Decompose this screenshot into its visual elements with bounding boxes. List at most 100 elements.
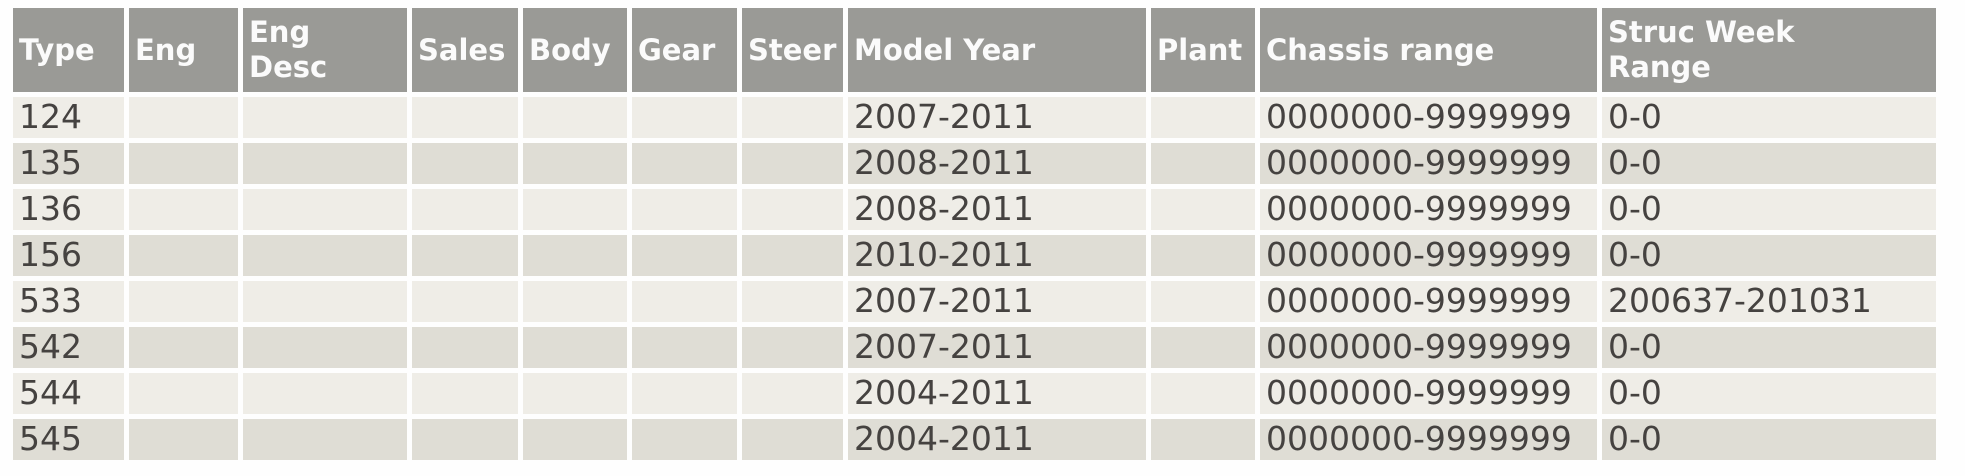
- cell-eng-desc: [243, 189, 407, 230]
- cell-type: 544: [13, 373, 124, 414]
- cell-model-year: 2004-2011: [848, 373, 1146, 414]
- cell-plant: [1151, 235, 1255, 276]
- table-row-type-124[interactable]: 124 2007-2011 0000000-9999999 0-0: [13, 97, 1936, 138]
- cell-gear: [632, 189, 737, 230]
- cell-steer: [742, 373, 843, 414]
- cell-sales: [412, 143, 518, 184]
- cell-type: 136: [13, 189, 124, 230]
- column-header-label: Eng: [135, 32, 197, 67]
- cell-plant: [1151, 419, 1255, 460]
- column-header-type: Type: [13, 8, 124, 92]
- cell-sales: [412, 97, 518, 138]
- cell-steer: [742, 281, 843, 322]
- cell-type: 124: [13, 97, 124, 138]
- cell-body: [523, 419, 627, 460]
- cell-plant: [1151, 143, 1255, 184]
- cell-eng: [129, 97, 238, 138]
- cell-plant: [1151, 281, 1255, 322]
- cell-chassis-range: 0000000-9999999: [1260, 419, 1597, 460]
- cell-chassis-range: 0000000-9999999: [1260, 189, 1597, 230]
- cell-chassis-range: 0000000-9999999: [1260, 327, 1597, 368]
- column-header-label: Struc Week Range: [1608, 15, 1795, 84]
- column-header-label: Steer: [748, 32, 837, 67]
- cell-steer: [742, 97, 843, 138]
- column-header-body: Body: [523, 8, 627, 92]
- cell-eng-desc: [243, 97, 407, 138]
- cell-eng: [129, 281, 238, 322]
- column-header-label: Chassis range: [1266, 32, 1495, 67]
- table-row-type-542[interactable]: 542 2007-2011 0000000-9999999 0-0: [13, 327, 1936, 368]
- cell-model-year: 2010-2011: [848, 235, 1146, 276]
- cell-sales: [412, 281, 518, 322]
- table-row-type-545[interactable]: 545 2004-2011 0000000-9999999 0-0: [13, 419, 1936, 460]
- table-header: Type Eng Eng Desc Sales Body Gear Steer Model Y…: [13, 8, 1936, 92]
- vehicle-profile-screen: Type Eng Eng Desc Sales Body Gear Steer Model Y…: [0, 3, 1965, 476]
- cell-eng: [129, 235, 238, 276]
- table-row-type-156[interactable]: 156 2010-2011 0000000-9999999 0-0: [13, 235, 1936, 276]
- cell-struc-week-range: 0-0: [1602, 235, 1936, 276]
- cell-model-year: 2007-2011: [848, 97, 1146, 138]
- cell-model-year: 2007-2011: [848, 281, 1146, 322]
- cell-body: [523, 281, 627, 322]
- column-header-chassis-range: Chassis range: [1260, 8, 1597, 92]
- cell-plant: [1151, 189, 1255, 230]
- cell-sales: [412, 327, 518, 368]
- cell-body: [523, 327, 627, 368]
- cell-chassis-range: 0000000-9999999: [1260, 373, 1597, 414]
- cell-chassis-range: 0000000-9999999: [1260, 143, 1597, 184]
- cell-struc-week-range: 0-0: [1602, 373, 1936, 414]
- cell-eng: [129, 143, 238, 184]
- cell-chassis-range: 0000000-9999999: [1260, 97, 1597, 138]
- cell-body: [523, 97, 627, 138]
- column-header-struc-week-range: Struc Week Range: [1602, 8, 1936, 92]
- table-row-type-135[interactable]: 135 2008-2011 0000000-9999999 0-0: [13, 143, 1936, 184]
- cell-struc-week-range: 200637-201031: [1602, 281, 1936, 322]
- cell-eng-desc: [243, 419, 407, 460]
- cell-struc-week-range: 0-0: [1602, 97, 1936, 138]
- table-row-type-533[interactable]: 533 2007-2011 0000000-9999999 200637-201031: [13, 281, 1936, 322]
- cell-gear: [632, 143, 737, 184]
- column-header-sales: Sales: [412, 8, 518, 92]
- cell-plant: [1151, 373, 1255, 414]
- cell-gear: [632, 235, 737, 276]
- cell-eng-desc: [243, 373, 407, 414]
- cell-gear: [632, 327, 737, 368]
- cell-struc-week-range: 0-0: [1602, 189, 1936, 230]
- cell-eng-desc: [243, 235, 407, 276]
- cell-gear: [632, 281, 737, 322]
- cell-eng-desc: [243, 281, 407, 322]
- column-header-label: Sales: [418, 32, 506, 67]
- cell-type: 545: [13, 419, 124, 460]
- column-header-label: Model Year: [854, 32, 1036, 67]
- column-header-steer: Steer: [742, 8, 843, 92]
- cell-chassis-range: 0000000-9999999: [1260, 235, 1597, 276]
- column-header-label: Gear: [638, 32, 716, 67]
- cell-type: 156: [13, 235, 124, 276]
- cell-model-year: 2004-2011: [848, 419, 1146, 460]
- cell-sales: [412, 373, 518, 414]
- cell-gear: [632, 97, 737, 138]
- cell-eng-desc: [243, 327, 407, 368]
- cell-type: 135: [13, 143, 124, 184]
- table-row-type-136[interactable]: 136 2008-2011 0000000-9999999 0-0: [13, 189, 1936, 230]
- cell-plant: [1151, 327, 1255, 368]
- column-header-label: Plant: [1157, 32, 1243, 67]
- cell-type: 533: [13, 281, 124, 322]
- table-row-type-544[interactable]: 544 2004-2011 0000000-9999999 0-0: [13, 373, 1936, 414]
- cell-gear: [632, 419, 737, 460]
- column-header-model-year: Model Year: [848, 8, 1146, 92]
- cell-model-year: 2008-2011: [848, 143, 1146, 184]
- cell-body: [523, 235, 627, 276]
- cell-steer: [742, 189, 843, 230]
- column-header-gear: Gear: [632, 8, 737, 92]
- table-header-row: Type Eng Eng Desc Sales Body Gear Steer Model Y…: [13, 8, 1936, 92]
- cell-steer: [742, 419, 843, 460]
- cell-type: 542: [13, 327, 124, 368]
- cell-sales: [412, 189, 518, 230]
- cell-struc-week-range: 0-0: [1602, 327, 1936, 368]
- cell-body: [523, 189, 627, 230]
- cell-struc-week-range: 0-0: [1602, 143, 1936, 184]
- cell-body: [523, 143, 627, 184]
- cell-eng: [129, 419, 238, 460]
- cell-sales: [412, 235, 518, 276]
